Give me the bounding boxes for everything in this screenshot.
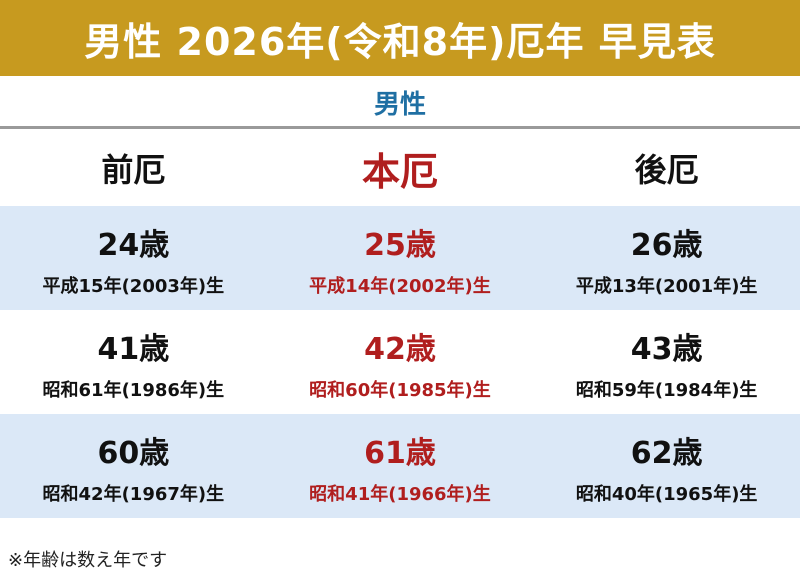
birth-year: 平成13年(2001年)生	[575, 276, 758, 297]
divider	[0, 126, 800, 129]
column-headers: 前厄 本厄 後厄	[0, 130, 800, 206]
cell-post: 26歳 平成13年(2001年)生	[533, 206, 800, 310]
cell-pre: 41歳 昭和61年(1986年)生	[0, 310, 267, 414]
cell-pre: 60歳 昭和42年(1967年)生	[0, 414, 267, 518]
cell-pre: 24歳 平成15年(2003年)生	[0, 206, 267, 310]
birth-year: 昭和42年(1967年)生	[42, 484, 225, 505]
age-value: 24歳	[97, 228, 170, 263]
birth-year: 平成15年(2003年)生	[42, 276, 225, 297]
birth-year: 昭和41年(1966年)生	[309, 484, 491, 505]
age-value: 41歳	[97, 332, 170, 367]
age-value: 61歳	[364, 436, 436, 471]
page-title: 男性 2026年(令和8年)厄年 早見表	[0, 0, 800, 76]
birth-year: 平成14年(2002年)生	[309, 276, 491, 297]
birth-year: 昭和61年(1986年)生	[42, 380, 225, 401]
table-row: 41歳 昭和61年(1986年)生 42歳 昭和60年(1985年)生 43歳 …	[0, 310, 800, 414]
cell-main: 61歳 昭和41年(1966年)生	[267, 414, 534, 518]
age-value: 26歳	[630, 228, 703, 263]
cell-main: 42歳 昭和60年(1985年)生	[267, 310, 534, 414]
table-row: 60歳 昭和42年(1967年)生 61歳 昭和41年(1966年)生 62歳 …	[0, 414, 800, 518]
footnote: ※年齢は数え年です	[8, 550, 168, 571]
birth-year: 昭和40年(1965年)生	[575, 484, 758, 505]
age-value: 60歳	[97, 436, 170, 471]
age-value: 62歳	[630, 436, 703, 471]
header-hon-yaku: 本厄	[361, 149, 438, 194]
birth-year: 昭和59年(1984年)生	[575, 380, 758, 401]
table-row: 24歳 平成15年(2003年)生 25歳 平成14年(2002年)生 26歳 …	[0, 206, 800, 310]
cell-main: 25歳 平成14年(2002年)生	[267, 206, 534, 310]
age-value: 43歳	[630, 332, 703, 367]
cell-post: 43歳 昭和59年(1984年)生	[533, 310, 800, 414]
header-pre-yaku: 前厄	[101, 151, 166, 189]
birth-year: 昭和60年(1985年)生	[309, 380, 491, 401]
gender-subtitle: 男性	[373, 89, 426, 120]
age-value: 42歳	[364, 332, 436, 367]
age-value: 25歳	[364, 228, 436, 263]
cell-post: 62歳 昭和40年(1965年)生	[533, 414, 800, 518]
header-post-yaku: 後厄	[634, 151, 699, 189]
